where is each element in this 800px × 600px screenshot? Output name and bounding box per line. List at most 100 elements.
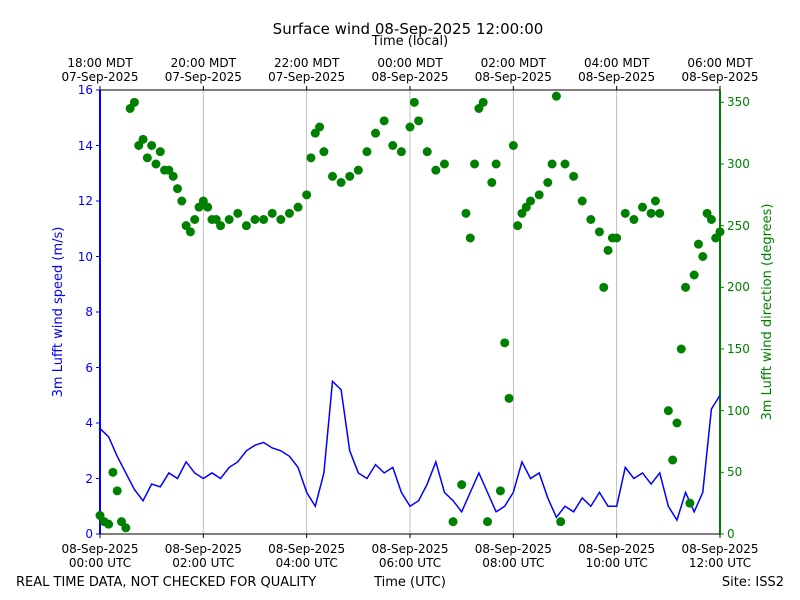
- x2-tick-label: 20:00 MDT 07-Sep-2025: [164, 56, 242, 84]
- direction-point: [267, 208, 277, 218]
- direction-point: [147, 141, 157, 150]
- x2-tick-label: 04:00 MDT 08-Sep-2025: [578, 56, 656, 84]
- direction-point: [556, 517, 566, 527]
- direction-point: [599, 282, 609, 292]
- direction-point: [663, 406, 673, 416]
- y-tick-label: 2: [85, 471, 93, 486]
- direction-point: [612, 233, 622, 243]
- direction-point: [190, 215, 200, 224]
- y-axis-label: 3m Lufft wind speed (m/s): [51, 226, 66, 398]
- x-tick-label: 08-Sep-2025 12:00 UTC: [681, 542, 759, 570]
- x-tick-label: 08-Sep-2025 06:00 UTC: [371, 542, 449, 570]
- footer-left: REAL TIME DATA, NOT CHECKED FOR QUALITY: [16, 575, 317, 590]
- x-tick-label: 08-Sep-2025 08:00 UTC: [474, 542, 552, 570]
- y-tick-label: 6: [85, 360, 93, 375]
- direction-point: [569, 171, 579, 181]
- direction-point: [306, 153, 316, 163]
- direction-point: [233, 208, 243, 218]
- direction-point: [534, 190, 544, 200]
- direction-point: [551, 91, 561, 101]
- direction-point: [646, 208, 656, 218]
- direction-point: [513, 221, 523, 231]
- x2-axis-label: Time (local): [371, 34, 449, 49]
- direction-point: [620, 208, 630, 218]
- direction-point: [345, 171, 355, 181]
- direction-point: [112, 486, 122, 496]
- y2-axis-label: 3m Lufft wind direction (degrees): [760, 203, 775, 421]
- direction-point: [414, 116, 424, 126]
- direction-point: [284, 208, 294, 218]
- direction-point: [655, 208, 665, 218]
- direction-point: [379, 116, 389, 126]
- direction-point: [142, 153, 152, 163]
- direction-point: [603, 245, 613, 255]
- direction-point: [676, 344, 686, 354]
- y2-tick-label: 100: [727, 403, 750, 418]
- direction-point: [129, 97, 139, 107]
- direction-point: [336, 178, 346, 187]
- direction-point: [495, 486, 505, 496]
- x2-tick-label: 22:00 MDT 07-Sep-2025: [268, 56, 346, 84]
- footer-right: Site: ISS2: [721, 575, 784, 590]
- direction-point: [698, 252, 708, 261]
- direction-point: [439, 159, 449, 169]
- direction-point: [504, 393, 514, 403]
- direction-point: [151, 159, 161, 169]
- x-tick-label: 08-Sep-2025 04:00 UTC: [268, 542, 346, 570]
- direction-point: [638, 202, 647, 212]
- direction-point: [448, 517, 458, 527]
- direction-point: [681, 282, 691, 292]
- y2-tick-label: 300: [727, 157, 750, 171]
- y-tick-label: 16: [77, 83, 93, 97]
- direction-point: [276, 215, 286, 224]
- direction-point: [121, 523, 131, 533]
- direction-point: [483, 517, 492, 527]
- direction-point: [216, 221, 226, 231]
- direction-point: [409, 97, 419, 107]
- direction-point: [689, 270, 699, 280]
- direction-point: [491, 159, 501, 169]
- x-tick-label: 08-Sep-2025 00:00 UTC: [61, 542, 139, 570]
- y-tick-label: 12: [77, 194, 93, 208]
- direction-point: [293, 202, 303, 212]
- direction-point: [315, 122, 325, 132]
- y2-tick-label: 0: [727, 527, 735, 541]
- chart-title: Surface wind 08-Sep-2025 12:00:00: [272, 20, 544, 38]
- direction-point: [224, 215, 234, 224]
- y-tick-label: 4: [85, 416, 93, 430]
- y2-tick-label: 350: [727, 95, 750, 110]
- direction-point: [302, 190, 312, 200]
- direction-point: [470, 159, 480, 169]
- direction-point: [672, 418, 682, 428]
- direction-point: [108, 467, 118, 477]
- direction-point: [629, 215, 639, 224]
- direction-point: [594, 227, 604, 237]
- x2-tick-label: 00:00 MDT 08-Sep-2025: [371, 56, 449, 84]
- direction-point: [693, 239, 703, 249]
- direction-point: [478, 97, 488, 107]
- direction-point: [203, 202, 213, 212]
- y-tick-label: 8: [85, 305, 93, 319]
- direction-point: [173, 184, 182, 194]
- direction-point: [586, 215, 596, 224]
- direction-point: [543, 178, 553, 187]
- direction-point: [104, 519, 114, 529]
- direction-point: [577, 196, 587, 206]
- x-tick-label: 08-Sep-2025 10:00 UTC: [578, 542, 656, 570]
- direction-point: [250, 215, 260, 224]
- direction-point: [138, 134, 148, 144]
- direction-point: [177, 196, 187, 206]
- x2-tick-label: 02:00 MDT 08-Sep-2025: [474, 56, 552, 84]
- direction-point: [526, 196, 536, 206]
- direction-point: [650, 196, 660, 206]
- y2-tick-label: 200: [727, 280, 750, 295]
- direction-point: [560, 159, 570, 169]
- direction-point: [155, 147, 165, 157]
- direction-point: [668, 455, 678, 465]
- y-tick-label: 14: [77, 138, 93, 153]
- x-axis-label: Time (UTC): [374, 575, 446, 590]
- direction-point: [168, 171, 178, 181]
- direction-point: [508, 141, 518, 150]
